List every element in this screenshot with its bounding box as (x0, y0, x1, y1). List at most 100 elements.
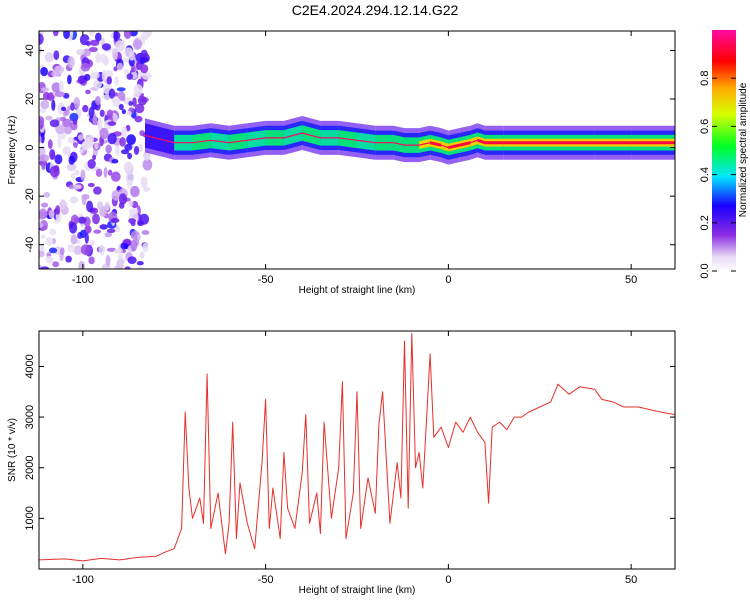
noise-blob (73, 184, 82, 190)
noise-blob (86, 200, 94, 213)
noise-blob (59, 199, 66, 211)
y-tick-label: 20 (24, 93, 36, 105)
noise-blob (116, 62, 123, 71)
noise-blob (39, 108, 47, 114)
noise-blob (128, 200, 134, 207)
noise-blob (128, 101, 133, 106)
noise-blob (93, 229, 102, 234)
noise-blob (107, 132, 117, 145)
noise-blob (89, 240, 95, 246)
noise-blob (45, 115, 53, 121)
plot-frame (38, 30, 676, 270)
noise-blob (117, 253, 124, 260)
noise-blob (90, 71, 100, 80)
noise-blob (73, 118, 78, 125)
noise-blob (93, 79, 102, 89)
noise-blob (88, 106, 95, 118)
noise-blob (48, 247, 58, 254)
noise-blob (121, 109, 126, 115)
noise-blob (39, 250, 45, 258)
y-tick-label: -40 (24, 237, 36, 253)
noise-blob (107, 169, 113, 176)
noise-blob (113, 31, 119, 42)
noise-blob (77, 216, 87, 224)
noise-blob (110, 218, 120, 223)
noise-blob (85, 89, 91, 95)
noise-blob (115, 226, 121, 232)
noise-blob (106, 76, 113, 85)
noise-blob (39, 208, 48, 220)
colorbar-tick-label: 0.2 (699, 215, 711, 230)
noise-blob (103, 167, 108, 178)
noise-blob (137, 143, 144, 153)
y-tick-label: 3000 (24, 405, 36, 429)
noise-blob (77, 134, 84, 141)
noise-blob (137, 35, 148, 41)
noise-blob (123, 68, 129, 75)
noise-blob (140, 64, 149, 74)
noise-blob (68, 184, 75, 190)
noise-blob (126, 73, 133, 80)
noise-blob (49, 119, 60, 128)
noise-blob (140, 49, 148, 59)
noise-blob (113, 66, 118, 72)
y-axis-ticks: 1000 2000 3000 4000 (24, 354, 675, 531)
noise-blob (116, 258, 124, 269)
noise-blob (41, 87, 50, 92)
noise-blob (101, 69, 107, 82)
y-tick-label: -20 (24, 188, 36, 204)
noise-blob (99, 224, 108, 230)
snr-series (39, 333, 675, 562)
noise-blob (93, 186, 102, 195)
x-tick-label: 50 (625, 274, 637, 286)
noise-blob (64, 126, 72, 135)
noise-blob (95, 52, 101, 64)
y-tick-label: 40 (24, 44, 36, 56)
spectrogram-panel: -100 -50 0 50 -40 -20 0 20 40 Height of straigh… (7, 30, 676, 296)
noise-blob (111, 97, 121, 103)
noise-blob (98, 244, 106, 255)
noise-blob (106, 109, 113, 119)
noise-blob (110, 171, 121, 182)
noise-blob (78, 260, 85, 269)
noise-blob (40, 100, 50, 110)
noise-blob (121, 57, 131, 63)
noise-blob (141, 72, 152, 80)
noise-blob (124, 143, 133, 151)
y-axis-ticks: -40 -20 0 20 40 (24, 44, 675, 253)
x-axis-ticks: -100 -50 0 50 (72, 331, 637, 586)
noise-blob (104, 201, 110, 211)
noise-blob (40, 131, 45, 144)
chart-title: C2E4.2024.294.12.14.G22 (291, 2, 459, 18)
colorbar-label: Normalized spectral amplitude (738, 82, 749, 217)
x-tick-label: 50 (625, 574, 637, 586)
noise-blob (97, 201, 104, 210)
noise-blob (111, 158, 119, 164)
snr-panel: -100 -50 0 50 1000 2000 3000 4000 Height of st… (7, 330, 676, 596)
noise-blob (51, 238, 57, 245)
colorbar-tick-label: 0.4 (699, 167, 711, 182)
y-tick-label: 1000 (24, 506, 36, 530)
noise-blob (40, 234, 46, 239)
noise-blob (76, 48, 85, 56)
noise-blob (136, 261, 144, 266)
noise-blob (110, 32, 115, 39)
noise-blob (43, 191, 51, 198)
noise-blob (57, 137, 62, 148)
noise-blob (69, 196, 79, 203)
noise-blob (133, 84, 143, 96)
noise-blob (87, 182, 95, 188)
x-axis-ticks: -100 -50 0 50 (72, 31, 637, 286)
noise-blob (134, 103, 145, 114)
noise-blob (106, 228, 116, 233)
noise-blob (51, 99, 56, 111)
noise-blob (92, 114, 98, 126)
noise-blob (84, 73, 91, 81)
noise-blob (47, 139, 53, 150)
noise-blob (49, 149, 56, 160)
noise-blob (67, 244, 76, 253)
y-axis-label: SNR (10 * v/v) (7, 418, 18, 482)
noise-blob (132, 97, 137, 107)
noise-blob (113, 248, 123, 254)
